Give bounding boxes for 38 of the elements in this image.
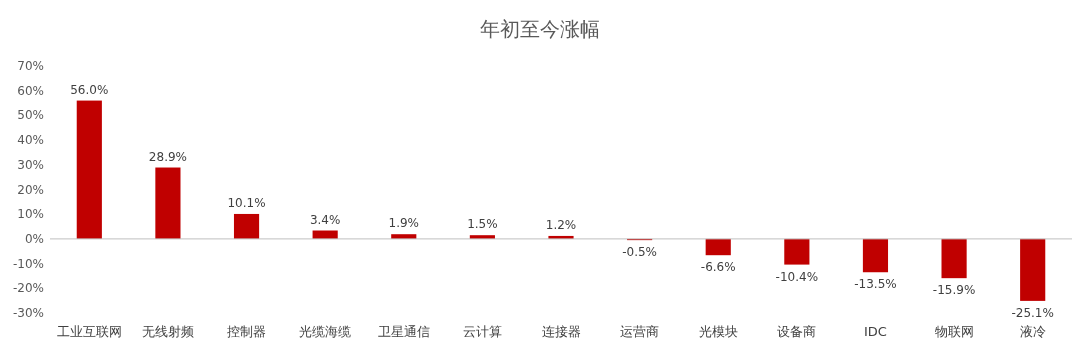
y-tick-label: -30% — [12, 306, 44, 320]
x-tick-label: 控制器 — [227, 324, 267, 339]
x-tick-label: 运营商 — [620, 324, 660, 339]
data-label: -0.5% — [622, 245, 658, 260]
x-tick-label: 光模块 — [698, 324, 738, 339]
y-tick-label: -10% — [12, 256, 44, 271]
data-label: -13.5% — [854, 277, 897, 292]
chart-title: 年初至今涨幅 — [480, 17, 600, 41]
data-label: 28.9% — [148, 149, 187, 164]
y-tick-label: 70% — [17, 59, 44, 73]
y-tick-label: 30% — [17, 157, 44, 172]
y-tick-label: 0% — [24, 231, 44, 246]
x-tick-label: 设备商 — [777, 324, 817, 339]
x-tick-label: 云计算 — [462, 324, 502, 339]
x-tick-label: IDC — [864, 324, 887, 339]
y-tick-label: 40% — [17, 133, 44, 148]
y-tick-label: 20% — [17, 182, 44, 197]
x-tick-label: 工业互联网 — [56, 324, 122, 339]
data-label: 10.1% — [227, 195, 266, 210]
y-tick-label: 50% — [17, 108, 44, 123]
data-label: -6.6% — [700, 260, 736, 275]
x-tick-label: 卫星通信 — [377, 324, 430, 339]
data-label: 1.2% — [545, 217, 577, 232]
data-label: -25.1% — [1011, 305, 1054, 320]
data-label: 1.5% — [467, 217, 498, 232]
x-tick-label: 连接器 — [541, 324, 581, 339]
x-tick-label: 物联网 — [934, 324, 974, 339]
y-tick-label: -20% — [12, 281, 44, 296]
x-tick-label: 液冷 — [1019, 324, 1046, 339]
x-tick-label: 光缆海缆 — [299, 324, 352, 339]
data-label: -10.4% — [775, 269, 819, 284]
data-label: 56.0% — [70, 82, 109, 97]
x-tick-label: 无线射频 — [141, 324, 194, 339]
y-tick-label: 10% — [17, 207, 44, 222]
y-tick-label: 60% — [17, 83, 44, 98]
data-label: 1.9% — [388, 216, 420, 231]
data-label: 3.4% — [309, 212, 341, 227]
data-label: -15.9% — [932, 283, 976, 298]
